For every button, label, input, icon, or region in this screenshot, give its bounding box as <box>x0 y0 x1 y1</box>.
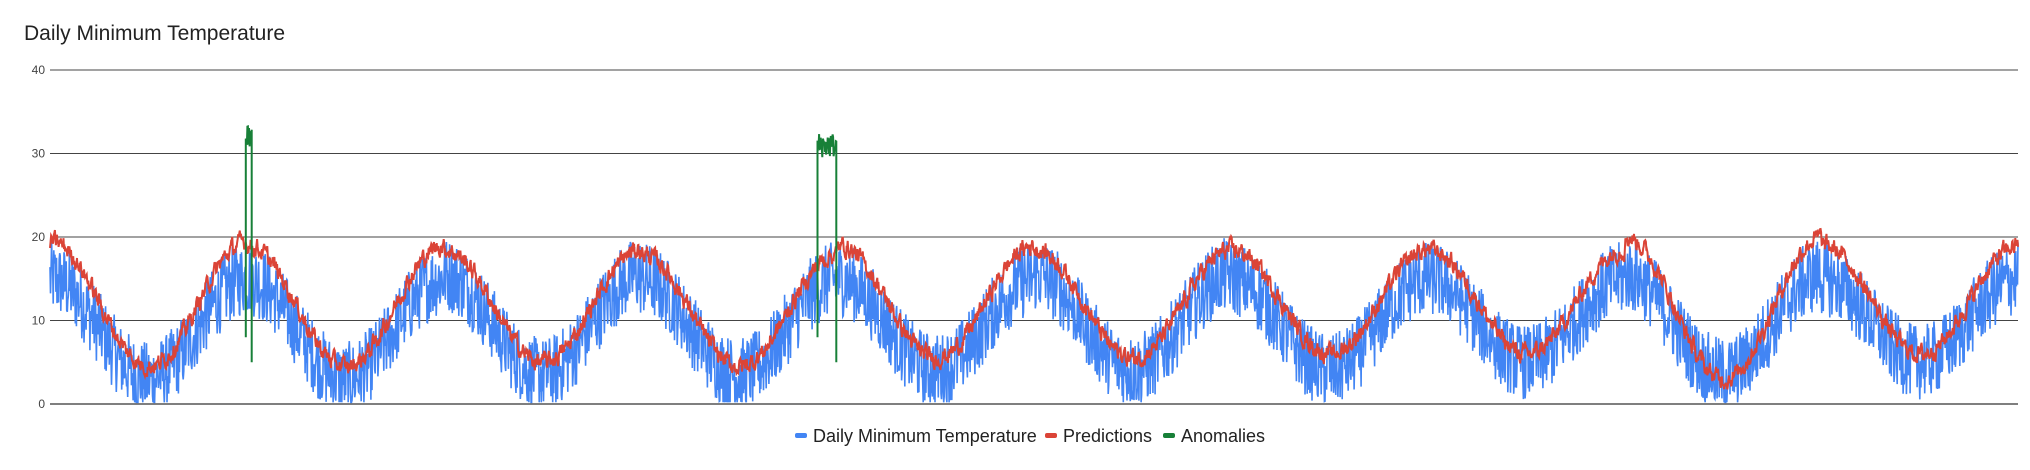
y-tick-label: 10 <box>32 314 46 328</box>
legend-label: Anomalies <box>1181 426 1265 446</box>
series-line-anomalies-1 <box>244 124 253 363</box>
grid-lines <box>50 69 2018 405</box>
series-layer <box>49 124 2019 404</box>
legend-label: Daily Minimum Temperature <box>813 426 1037 446</box>
y-tick-label: 20 <box>32 230 46 244</box>
legend-swatch <box>1163 433 1175 438</box>
legend-item[interactable]: Anomalies <box>1163 426 1265 446</box>
chart-title: Daily Minimum Temperature <box>24 22 286 45</box>
legend-label: Predictions <box>1063 426 1152 446</box>
y-tick-label: 30 <box>32 147 46 161</box>
series-line-anomalies-2 <box>816 134 838 363</box>
legend-swatch <box>1045 433 1057 438</box>
legend-swatch <box>795 433 807 438</box>
y-axis-ticks: 0 10 20 30 40 <box>32 63 46 411</box>
legend: Daily Minimum Temperature Predictions Anom… <box>795 426 1265 446</box>
y-tick-label: 0 <box>38 397 45 411</box>
series-line-daily-minimum-temperature <box>49 238 2019 404</box>
y-tick-label: 40 <box>32 63 46 77</box>
legend-item[interactable]: Daily Minimum Temperature <box>795 426 1037 446</box>
legend-item[interactable]: Predictions <box>1045 426 1152 446</box>
series-line-predictions <box>49 227 2019 390</box>
